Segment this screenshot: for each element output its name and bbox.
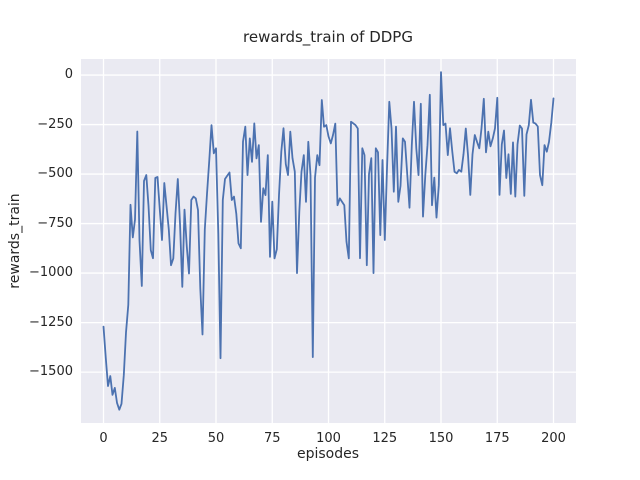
y-tick-label: −250 <box>37 116 73 132</box>
x-tick-label: 175 <box>484 431 510 446</box>
y-tick-label: −750 <box>37 215 73 231</box>
x-tick-label: 75 <box>264 431 281 446</box>
series-line-rewards_train <box>102 71 555 411</box>
x-tick-label: 100 <box>316 431 341 446</box>
y-axis-label: rewards_train <box>7 193 23 289</box>
y-tick-label: −500 <box>37 166 73 182</box>
y-tick-label: −1500 <box>29 364 73 380</box>
x-tick-label: 125 <box>372 431 398 446</box>
chart-title: rewards_train of DDPG <box>243 28 413 46</box>
x-tick-label: 150 <box>428 431 454 446</box>
y-tick-label: −1000 <box>29 265 73 281</box>
x-tick-label: 0 <box>99 431 108 446</box>
y-tick-label: 0 <box>64 67 73 82</box>
y-tick-label: −1250 <box>29 314 73 330</box>
x-axis-label: episodes <box>296 446 360 462</box>
x-tick-label: 200 <box>541 431 566 446</box>
x-tick-label: 50 <box>207 431 225 446</box>
x-tick-label: 25 <box>151 431 169 446</box>
